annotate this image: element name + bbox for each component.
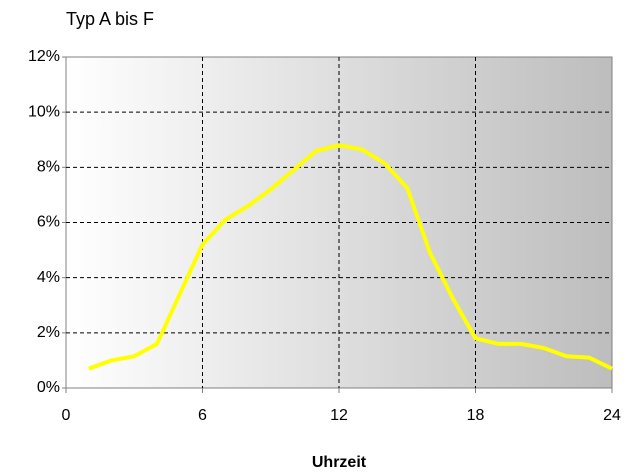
y-tick-label: 6% xyxy=(37,214,60,231)
chart-title: Typ A bis F xyxy=(66,9,154,29)
y-tick-label: 4% xyxy=(37,269,60,286)
y-tick-label: 12% xyxy=(28,48,60,65)
y-tick-label: 10% xyxy=(28,103,60,120)
x-tick-label: 24 xyxy=(603,407,621,424)
data-line xyxy=(88,143,613,371)
x-tick-label: 12 xyxy=(330,407,348,424)
x-tick-label: 18 xyxy=(467,407,485,424)
x-axis-label: Uhrzeit xyxy=(312,454,367,471)
y-tick-label: 2% xyxy=(37,324,60,341)
x-tick-label: 6 xyxy=(198,407,207,424)
y-tick-label: 0% xyxy=(37,379,60,396)
y-tick-label: 8% xyxy=(37,159,60,176)
x-tick-label: 0 xyxy=(62,407,71,424)
